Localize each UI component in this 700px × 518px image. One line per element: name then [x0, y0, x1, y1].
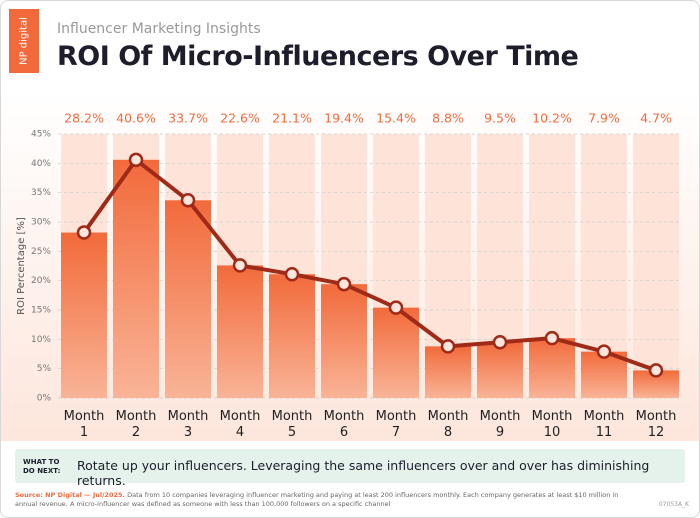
- x-tick-label: Month 7: [375, 409, 417, 440]
- logo-text: NP digital: [18, 17, 30, 65]
- y-tick-label: 20%: [31, 276, 51, 286]
- line-marker: [284, 266, 300, 282]
- callout-text: Rotate up your influencers. Leveraging t…: [77, 458, 650, 488]
- value-label: 21.1%: [272, 111, 312, 126]
- value-label: 7.9%: [588, 111, 620, 126]
- line-marker: [128, 152, 144, 168]
- footer-code: 07053A_K: [658, 501, 689, 508]
- x-tick-label: Month 10: [531, 409, 573, 440]
- value-label: 28.2%: [64, 111, 104, 126]
- bar: [321, 284, 367, 398]
- value-label: 22.6%: [220, 111, 260, 126]
- x-tick-label: Month 4: [219, 409, 261, 440]
- y-tick-label: 0%: [37, 394, 52, 404]
- bar: [217, 265, 263, 398]
- column-background: [633, 134, 679, 398]
- line-marker: [180, 193, 196, 208]
- chart-title: ROI Of Micro-Influencers Over Time: [57, 41, 579, 72]
- bar: [165, 200, 211, 398]
- value-label: 19.4%: [324, 111, 364, 126]
- line: [82, 157, 657, 373]
- y-axis-label: ROI Percentage [%]: [16, 217, 27, 315]
- bar: [113, 159, 159, 398]
- line-marker: [648, 363, 664, 378]
- bar: [61, 232, 107, 398]
- line-marker: [440, 339, 456, 354]
- x-tick-label: Month 11: [583, 409, 625, 440]
- value-label: 10.2%: [532, 111, 572, 126]
- y-tick-label: 30%: [31, 218, 51, 228]
- value-label: 9.5%: [484, 111, 516, 126]
- callout: WHAT TO DO NEXT: Rotate up your influenc…: [15, 449, 685, 488]
- callout-label: WHAT TO DO NEXT:: [23, 458, 61, 475]
- value-label: 8.8%: [432, 111, 464, 126]
- x-tick-label: Month 2: [115, 409, 157, 440]
- x-tick-label: Month 1: [63, 409, 105, 440]
- line-marker: [336, 276, 352, 292]
- value-label: 15.4%: [376, 111, 416, 126]
- value-label: 4.7%: [640, 111, 672, 126]
- bar: [373, 307, 419, 398]
- bar: [425, 346, 471, 398]
- bar: [581, 351, 627, 398]
- y-tick-label: 10%: [31, 335, 51, 345]
- source-text: Data from 10 companies leveraging influe…: [15, 491, 619, 508]
- line-marker: [76, 225, 92, 240]
- y-tick-label: 15%: [31, 306, 51, 316]
- y-tick-label: 5%: [37, 364, 52, 374]
- x-tick-label: Month 9: [479, 409, 521, 440]
- value-label: 40.6%: [116, 111, 156, 126]
- footer: Source: NP Digital — Jul/2025. Data from…: [15, 491, 635, 509]
- line-marker: [544, 330, 560, 346]
- logo: NP digital: [9, 9, 39, 73]
- x-tick-label: Month 3: [167, 409, 209, 440]
- chart-subtitle: Influencer Marketing Insights: [57, 21, 261, 37]
- line-marker: [388, 300, 404, 315]
- value-label: 33.7%: [168, 111, 208, 126]
- y-tick-label: 45%: [31, 130, 51, 140]
- line-marker: [596, 344, 612, 359]
- y-tick-label: 35%: [31, 188, 51, 198]
- source-label: Source: NP Digital — Jul/2025.: [15, 491, 126, 499]
- x-tick-label: Month 12: [635, 409, 677, 440]
- line-marker: [232, 258, 248, 273]
- y-tick-label: 40%: [31, 159, 51, 169]
- bar: [529, 338, 575, 398]
- bar: [477, 342, 523, 398]
- x-tick-label: Month 6: [323, 409, 365, 440]
- bar: [269, 274, 315, 398]
- x-tick-label: Month 8: [427, 409, 469, 440]
- x-tick-label: Month 5: [271, 409, 313, 440]
- y-tick-label: 25%: [31, 247, 51, 257]
- line-marker: [492, 335, 508, 350]
